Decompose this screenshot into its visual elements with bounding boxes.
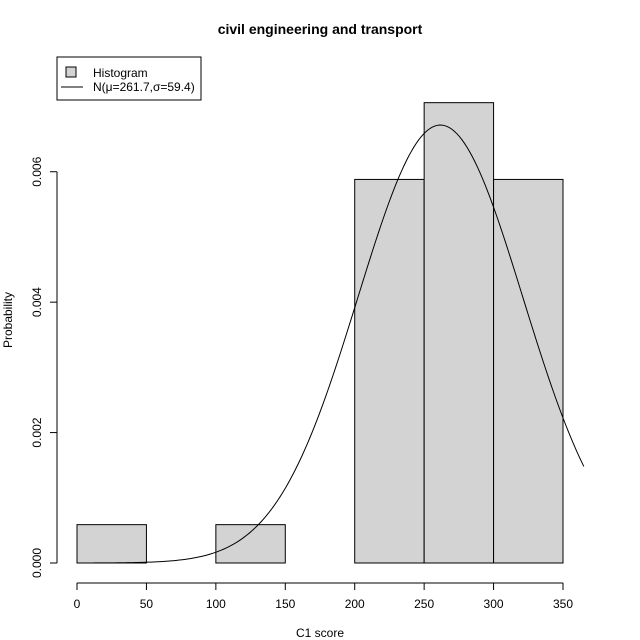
x-tick-label-4: 200 <box>345 597 365 611</box>
x-tick-label-1: 50 <box>140 597 154 611</box>
x-tick-label-6: 300 <box>484 597 504 611</box>
y-axis: 0.000 0.002 0.004 0.006 <box>30 156 58 578</box>
histogram-bar-2 <box>215 524 286 564</box>
legend-histogram-swatch <box>65 66 77 78</box>
histogram-bar-6 <box>493 178 564 564</box>
histogram-bar-0 <box>76 524 147 564</box>
x-axis-label: C1 score <box>296 626 344 640</box>
y-tick-label-2: 0.004 <box>30 287 44 317</box>
y-tick-label-1: 0.002 <box>30 417 44 447</box>
y-tick-label-0: 0.000 <box>30 548 44 578</box>
x-axis: 0 50 100 150 200 250 300 350 <box>74 582 573 611</box>
legend-box <box>56 56 202 101</box>
x-tick-label-5: 250 <box>414 597 434 611</box>
legend: Histogram N(μ=261.7,σ=59.4) <box>56 56 202 101</box>
chart-title: civil engineering and transport <box>218 21 423 37</box>
histogram-bar-5 <box>423 102 495 564</box>
legend-histogram-label: Histogram <box>93 66 148 80</box>
x-tick-label-7: 350 <box>553 597 573 611</box>
legend-curve-label: N(μ=261.7,σ=59.4) <box>93 80 195 94</box>
y-axis-label: Probability <box>1 292 15 348</box>
y-tick-label-3: 0.006 <box>30 156 44 186</box>
x-tick-label-0: 0 <box>74 597 81 611</box>
histogram-bar-4 <box>354 178 425 564</box>
histogram-bars <box>76 102 564 564</box>
x-tick-label-2: 100 <box>206 597 226 611</box>
normal-curve <box>77 124 585 564</box>
x-tick-label-3: 150 <box>275 597 295 611</box>
